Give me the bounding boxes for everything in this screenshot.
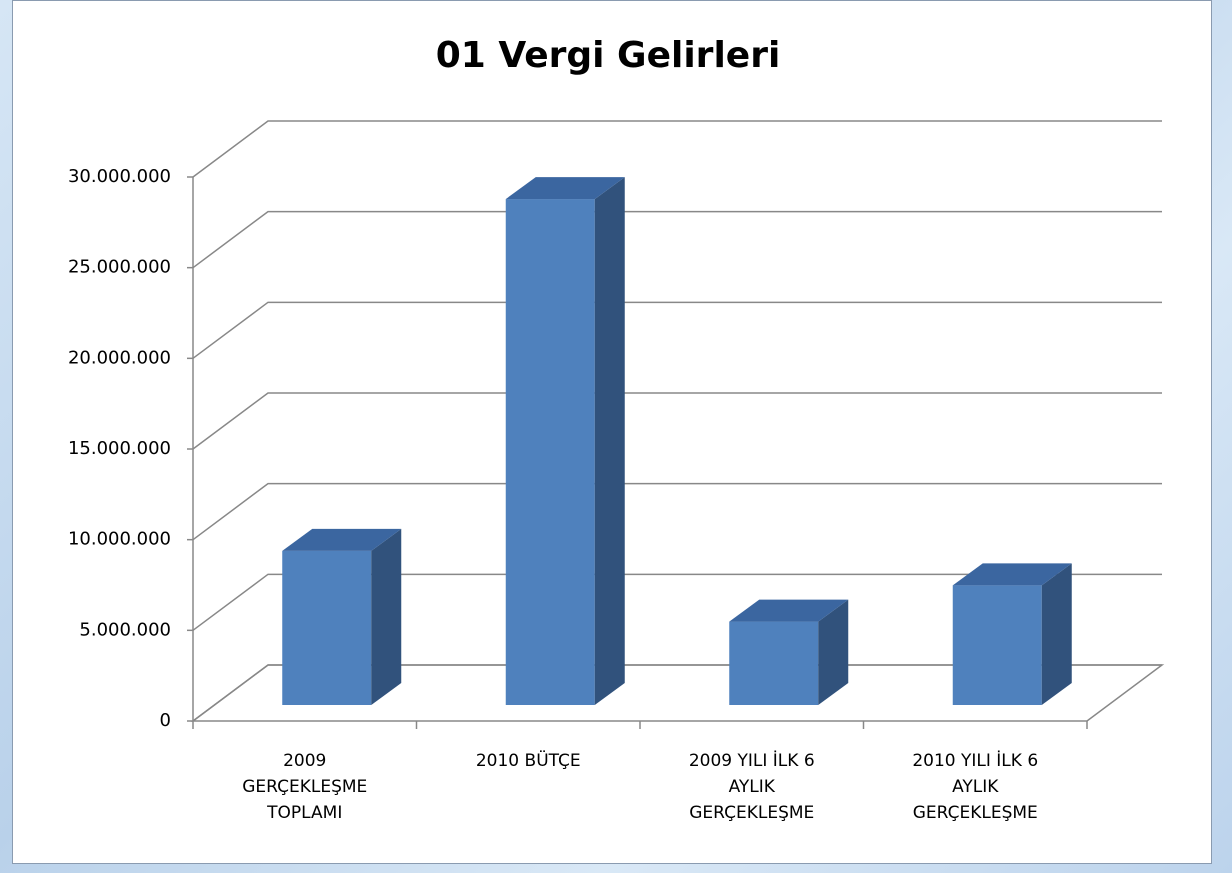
y-tick-label: 20.000.000 [68,347,171,368]
y-tick-label: 5.000.000 [79,619,171,640]
grid-line [192,120,1162,178]
bar-top [282,528,402,551]
grid-line [192,392,1162,450]
bar [282,550,372,705]
y-tick-label: 0 [160,710,171,731]
bar-side [1041,563,1072,705]
y-tick-label: 25.000.000 [68,257,171,278]
chart-title: 01 Vergi Gelirleri [436,35,781,76]
bar [729,621,819,705]
grid-line [192,664,1162,722]
bar [505,199,595,705]
grid-line [192,573,1162,631]
bar-side [371,528,402,705]
x-tick-label: 2009 GERÇEKLEŞME TOPLAMI [242,751,368,823]
bar [952,585,1042,705]
x-tick-label: 2010 YILI İLK 6 AYLIK GERÇEKLEŞME [912,751,1039,823]
bar-top [952,563,1072,586]
bar-side [594,177,625,705]
bar-top [505,177,625,200]
y-tick-label: 15.000.000 [68,438,171,459]
bar-top [729,599,849,622]
bar-side [818,599,849,705]
grid-line [192,210,1162,269]
grid-line [192,301,1162,359]
x-tick-label: 2010 BÜTÇE [475,751,581,771]
grid-line [192,482,1162,541]
y-tick-label: 30.000.000 [68,166,171,187]
x-tick-label: 2009 YILI İLK 6 AYLIK GERÇEKLEŞME [688,751,815,823]
y-tick-label: 10.000.000 [68,529,171,550]
